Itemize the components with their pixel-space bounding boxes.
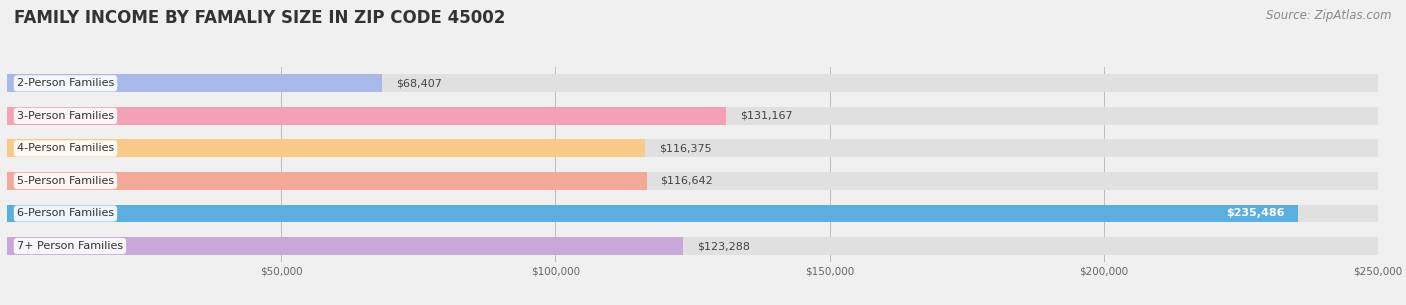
Bar [7, 139, 1378, 157]
Text: 7+ Person Families: 7+ Person Families [17, 241, 124, 251]
Text: 2-Person Families: 2-Person Families [17, 78, 114, 88]
Bar [7, 172, 647, 190]
Bar [7, 107, 727, 125]
Text: 5-Person Families: 5-Person Families [17, 176, 114, 186]
Bar [7, 237, 1378, 255]
Text: $235,486: $235,486 [1226, 209, 1285, 218]
Text: Source: ZipAtlas.com: Source: ZipAtlas.com [1267, 9, 1392, 22]
Bar [7, 74, 1378, 92]
Text: 6-Person Families: 6-Person Families [17, 209, 114, 218]
Text: $116,375: $116,375 [659, 143, 711, 153]
Text: 4-Person Families: 4-Person Families [17, 143, 114, 153]
Bar [7, 74, 382, 92]
Text: $68,407: $68,407 [396, 78, 441, 88]
Text: FAMILY INCOME BY FAMALIY SIZE IN ZIP CODE 45002: FAMILY INCOME BY FAMALIY SIZE IN ZIP COD… [14, 9, 505, 27]
Text: $116,642: $116,642 [661, 176, 713, 186]
Bar [7, 107, 1378, 125]
Bar [7, 172, 1378, 190]
Text: $131,167: $131,167 [740, 111, 793, 121]
Bar [7, 237, 683, 255]
Text: 3-Person Families: 3-Person Families [17, 111, 114, 121]
Bar [7, 205, 1298, 222]
Bar [7, 139, 645, 157]
Bar [7, 205, 1378, 222]
Text: $123,288: $123,288 [697, 241, 749, 251]
